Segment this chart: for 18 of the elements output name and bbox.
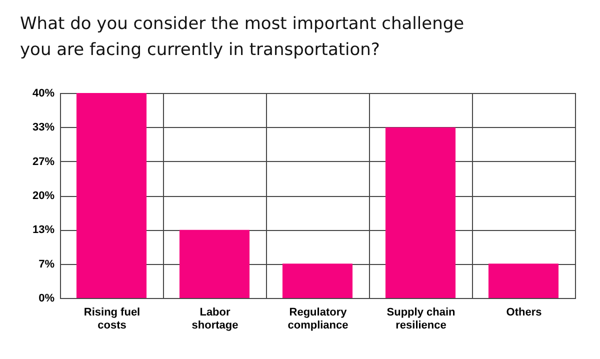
x-tick-label: Rising fuel costs — [84, 306, 140, 332]
bar — [282, 264, 353, 298]
bar — [179, 230, 250, 298]
x-tick-label: Regulatory compliance — [288, 306, 348, 332]
y-tick-label: 27% — [32, 156, 55, 168]
y-tick-label: 40% — [32, 88, 55, 100]
y-tick-label: 0% — [38, 292, 55, 304]
y-tick-label: 20% — [32, 190, 55, 202]
bar — [488, 264, 559, 298]
y-tick-label: 7% — [38, 258, 55, 270]
x-tick-label: Labor shortage — [192, 306, 238, 332]
bar — [385, 127, 456, 298]
x-tick-label: Others — [506, 306, 542, 318]
chart-title: What do you consider the most important challenge you are facing currently in transportation? — [20, 14, 464, 60]
x-tick-label: Supply chain resilience — [386, 306, 456, 332]
y-tick-label: 33% — [32, 122, 55, 134]
bar — [76, 93, 147, 298]
y-tick-label: 13% — [32, 224, 55, 236]
